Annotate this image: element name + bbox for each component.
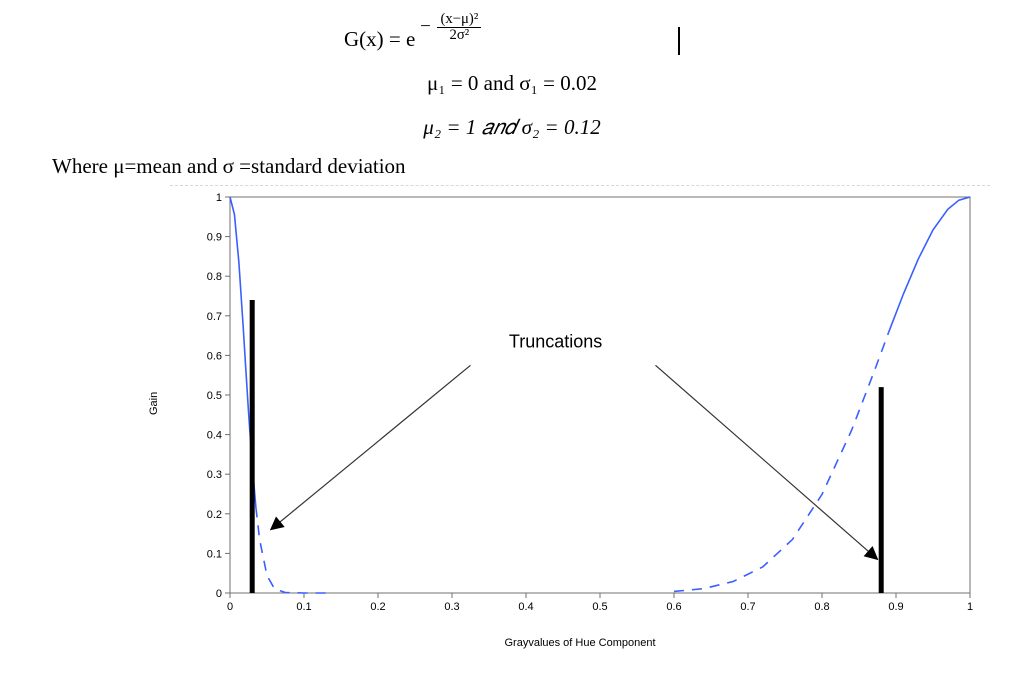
text-cursor — [678, 27, 680, 55]
svg-text:0.3: 0.3 — [444, 601, 459, 613]
svg-text:0: 0 — [216, 588, 222, 600]
svg-text:1: 1 — [967, 601, 973, 613]
svg-text:0.1: 0.1 — [296, 601, 311, 613]
svg-text:0.8: 0.8 — [207, 272, 222, 284]
eq1-exponent-fraction: (x−μ)² 2σ² — [437, 12, 481, 44]
equation-2: μ₁ = 0 and σ₁ = 0.02 — [0, 65, 1024, 103]
svg-text:0.9: 0.9 — [207, 232, 222, 244]
svg-text:0.4: 0.4 — [518, 601, 533, 613]
y-axis-label: Gain — [148, 392, 160, 415]
eq1-exp-num: (x−μ)² — [437, 12, 481, 28]
equation-1: G(x) = e − (x−μ)² 2σ² — [0, 6, 1024, 59]
svg-text:0.7: 0.7 — [740, 601, 755, 613]
gain-chart: 0 0.1 0.2 0.3 0.4 0.5 0.6 0.7 0.8 0.9 1 0 0.1 0.2 0.3 0… — [170, 185, 990, 625]
svg-text:0.5: 0.5 — [207, 390, 222, 402]
svg-text:0.2: 0.2 — [370, 601, 385, 613]
svg-text:0: 0 — [227, 601, 233, 613]
chart-container: Gain 00.10.20.30.40.50.60.70.80.9100.10.… — [170, 185, 990, 645]
svg-text:0.7: 0.7 — [207, 311, 222, 323]
svg-text:Truncations: Truncations — [509, 332, 602, 352]
svg-text:0.5: 0.5 — [592, 601, 607, 613]
equation-3: μ₂ = 1 𝑎𝑛𝑑 σ₂ = 0.12 — [0, 109, 1024, 147]
minus: − — [420, 16, 431, 37]
svg-text:0.9: 0.9 — [888, 601, 903, 613]
svg-text:0.6: 0.6 — [666, 601, 681, 613]
svg-text:0.8: 0.8 — [814, 601, 829, 613]
dotted-separator — [170, 185, 990, 186]
svg-text:0.4: 0.4 — [207, 430, 222, 442]
svg-text:0.2: 0.2 — [207, 509, 222, 521]
explanation-text: Where μ=mean and σ =standard deviation — [52, 154, 1024, 179]
equation-block: G(x) = e − (x−μ)² 2σ² μ₁ = 0 and σ₁ = 0.… — [0, 6, 1024, 146]
eq1-lhs: G(x) = e — [344, 27, 415, 51]
svg-text:1: 1 — [216, 192, 222, 204]
eq1-exp-den: 2σ² — [437, 28, 481, 43]
svg-text:0.3: 0.3 — [207, 470, 222, 482]
svg-text:0.1: 0.1 — [207, 549, 222, 561]
page: G(x) = e − (x−μ)² 2σ² μ₁ = 0 and σ₁ = 0.… — [0, 6, 1024, 699]
svg-text:0.6: 0.6 — [207, 351, 222, 363]
x-axis-label: Grayvalues of Hue Component — [170, 637, 990, 649]
